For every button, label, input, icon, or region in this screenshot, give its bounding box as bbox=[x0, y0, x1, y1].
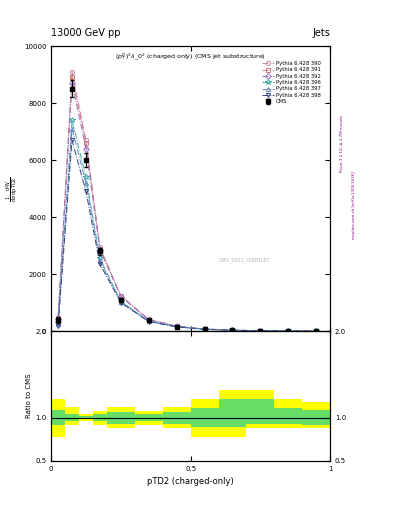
Pythia 6.428 391 bbox=[56, 315, 61, 322]
Pythia 6.428 391 bbox=[119, 293, 123, 299]
Pythia 6.428 392 bbox=[314, 328, 318, 334]
Pythia 6.428 398 bbox=[84, 188, 88, 195]
Pythia 6.428 390 bbox=[119, 292, 123, 298]
Pythia 6.428 397 bbox=[314, 328, 318, 334]
Pythia 6.428 392 bbox=[286, 328, 291, 334]
Pythia 6.428 390 bbox=[230, 327, 235, 333]
Pythia 6.428 390 bbox=[314, 328, 318, 334]
Line: Pythia 6.428 391: Pythia 6.428 391 bbox=[56, 75, 318, 333]
Pythia 6.428 391 bbox=[230, 327, 235, 333]
Pythia 6.428 390 bbox=[97, 244, 102, 250]
Pythia 6.428 396 bbox=[97, 255, 102, 262]
Pythia 6.428 390 bbox=[70, 69, 74, 75]
Pythia 6.428 391 bbox=[84, 140, 88, 146]
Pythia 6.428 392 bbox=[146, 317, 151, 323]
Y-axis label: $\frac{1}{\mathrm{d}\sigma}\frac{\mathrm{d}^2N}{\mathrm{d}\,\mathrm{pTD2}}$: $\frac{1}{\mathrm{d}\sigma}\frac{\mathrm… bbox=[4, 176, 21, 202]
Pythia 6.428 390 bbox=[56, 316, 61, 322]
Text: mcplots.cern.ch [arXiv:1306.3436]: mcplots.cern.ch [arXiv:1306.3436] bbox=[352, 171, 356, 239]
Pythia 6.428 392 bbox=[84, 145, 88, 152]
Pythia 6.428 396 bbox=[258, 328, 263, 334]
Pythia 6.428 398 bbox=[56, 323, 61, 329]
Line: Pythia 6.428 396: Pythia 6.428 396 bbox=[55, 117, 319, 334]
Pythia 6.428 397 bbox=[119, 299, 123, 305]
Pythia 6.428 390 bbox=[258, 328, 263, 334]
Line: Pythia 6.428 390: Pythia 6.428 390 bbox=[56, 70, 318, 333]
Pythia 6.428 390 bbox=[84, 137, 88, 143]
Pythia 6.428 396 bbox=[286, 328, 291, 334]
Text: Rivet 3.1.10, ≥ 1.7M events: Rivet 3.1.10, ≥ 1.7M events bbox=[340, 115, 344, 172]
Pythia 6.428 391 bbox=[258, 328, 263, 334]
Line: Pythia 6.428 398: Pythia 6.428 398 bbox=[56, 138, 318, 333]
Pythia 6.428 398 bbox=[314, 328, 318, 334]
Pythia 6.428 392 bbox=[258, 328, 263, 334]
Line: Pythia 6.428 397: Pythia 6.428 397 bbox=[56, 126, 318, 333]
Pythia 6.428 391 bbox=[70, 74, 74, 80]
Text: Jets: Jets bbox=[312, 28, 330, 38]
Pythia 6.428 397 bbox=[286, 328, 291, 334]
Pythia 6.428 398 bbox=[258, 328, 263, 334]
Pythia 6.428 392 bbox=[56, 316, 61, 322]
Y-axis label: Ratio to CMS: Ratio to CMS bbox=[26, 374, 32, 418]
Legend: Pythia 6.428 390, Pythia 6.428 391, Pythia 6.428 392, Pythia 6.428 396, Pythia 6: Pythia 6.428 390, Pythia 6.428 391, Pyth… bbox=[261, 60, 322, 105]
Pythia 6.428 391 bbox=[286, 328, 291, 334]
Pythia 6.428 398 bbox=[119, 300, 123, 306]
Pythia 6.428 398 bbox=[286, 328, 291, 334]
X-axis label: pTD2 (charged-only): pTD2 (charged-only) bbox=[147, 477, 234, 486]
Pythia 6.428 396 bbox=[119, 298, 123, 304]
Line: Pythia 6.428 392: Pythia 6.428 392 bbox=[56, 81, 318, 333]
Pythia 6.428 398 bbox=[97, 261, 102, 267]
Pythia 6.428 397 bbox=[56, 321, 61, 327]
Pythia 6.428 390 bbox=[202, 326, 207, 332]
Pythia 6.428 391 bbox=[202, 326, 207, 332]
Pythia 6.428 397 bbox=[202, 326, 207, 332]
Pythia 6.428 396 bbox=[174, 324, 179, 330]
Pythia 6.428 391 bbox=[146, 316, 151, 323]
Pythia 6.428 397 bbox=[174, 324, 179, 330]
Pythia 6.428 396 bbox=[70, 117, 74, 123]
Pythia 6.428 397 bbox=[146, 318, 151, 325]
Text: CMS_2021_I1920187: CMS_2021_I1920187 bbox=[219, 257, 270, 263]
Pythia 6.428 390 bbox=[174, 323, 179, 329]
Pythia 6.428 392 bbox=[70, 80, 74, 86]
Pythia 6.428 398 bbox=[202, 326, 207, 332]
Pythia 6.428 397 bbox=[97, 258, 102, 264]
Pythia 6.428 396 bbox=[202, 326, 207, 332]
Pythia 6.428 398 bbox=[230, 327, 235, 333]
Pythia 6.428 396 bbox=[314, 328, 318, 334]
Text: 13000 GeV pp: 13000 GeV pp bbox=[51, 28, 121, 38]
Pythia 6.428 397 bbox=[84, 180, 88, 186]
Pythia 6.428 391 bbox=[314, 328, 318, 334]
Pythia 6.428 397 bbox=[70, 125, 74, 132]
Pythia 6.428 397 bbox=[230, 327, 235, 333]
Pythia 6.428 392 bbox=[202, 326, 207, 332]
Pythia 6.428 390 bbox=[286, 328, 291, 334]
Pythia 6.428 396 bbox=[84, 174, 88, 180]
Text: $(p_T^D)^2\lambda\_0^2$ (charged only) (CMS jet substructure): $(p_T^D)^2\lambda\_0^2$ (charged only) (… bbox=[115, 52, 266, 62]
Pythia 6.428 398 bbox=[70, 137, 74, 143]
Pythia 6.428 392 bbox=[174, 323, 179, 329]
Pythia 6.428 392 bbox=[230, 327, 235, 333]
Pythia 6.428 392 bbox=[97, 247, 102, 253]
Pythia 6.428 396 bbox=[146, 318, 151, 324]
Pythia 6.428 396 bbox=[56, 320, 61, 326]
Pythia 6.428 396 bbox=[230, 327, 235, 333]
Pythia 6.428 390 bbox=[146, 316, 151, 323]
Pythia 6.428 398 bbox=[146, 318, 151, 325]
Pythia 6.428 392 bbox=[119, 293, 123, 300]
Pythia 6.428 391 bbox=[174, 323, 179, 329]
Pythia 6.428 398 bbox=[174, 324, 179, 330]
Pythia 6.428 397 bbox=[258, 328, 263, 334]
Pythia 6.428 391 bbox=[97, 245, 102, 251]
